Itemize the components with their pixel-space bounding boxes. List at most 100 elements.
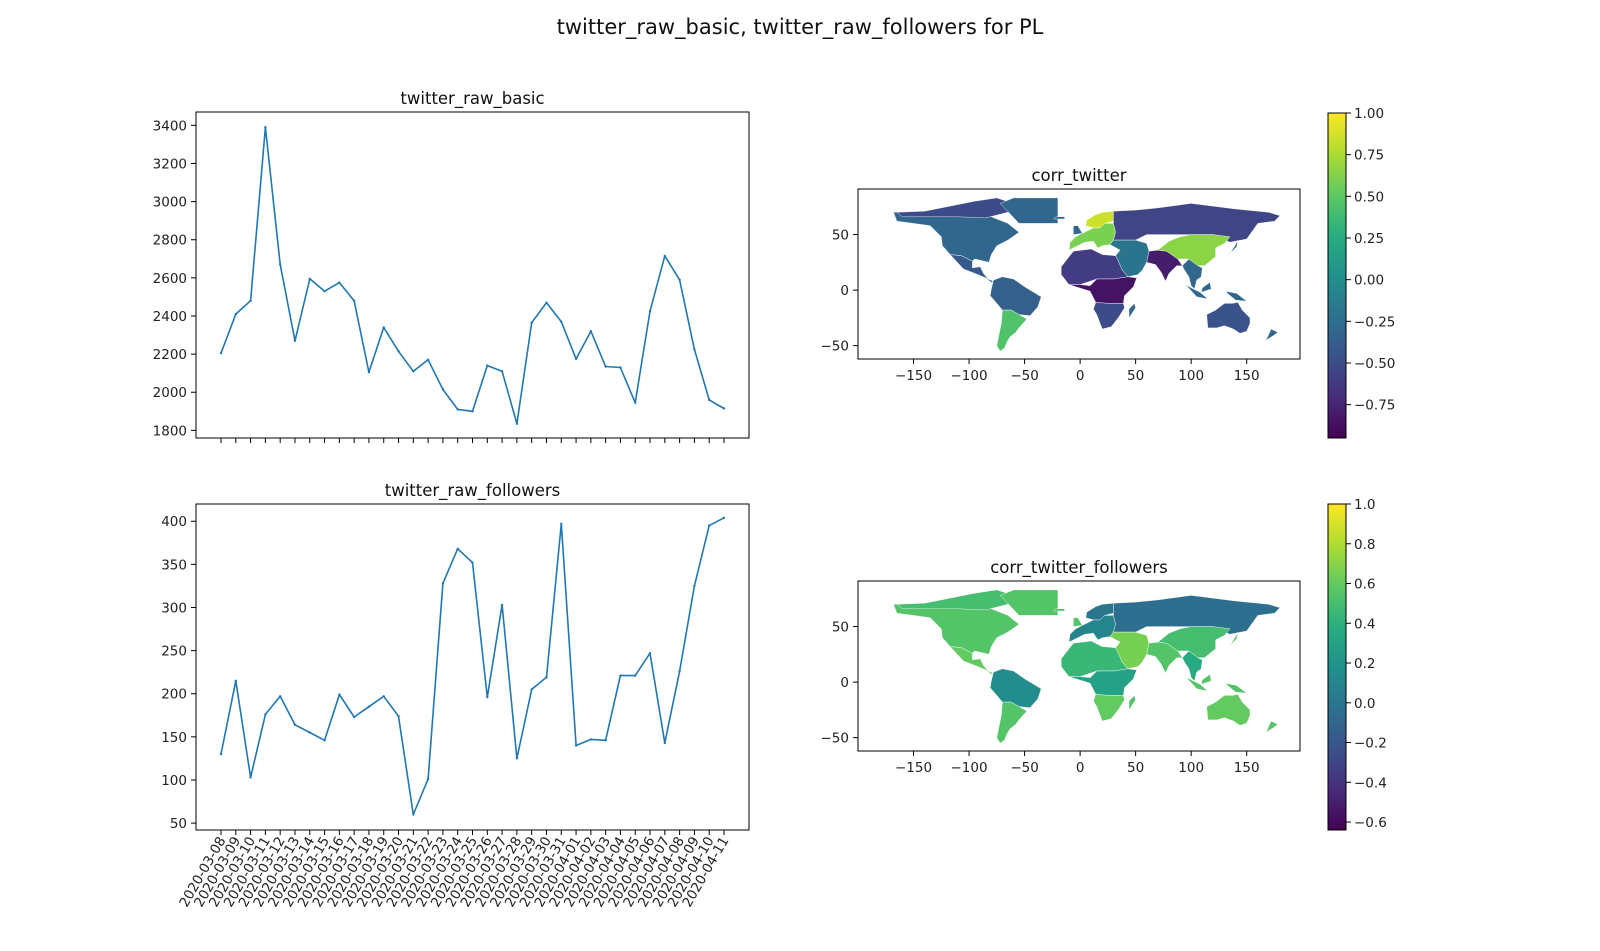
data-point (574, 357, 578, 361)
map-region (949, 646, 994, 675)
y-tick-label: 3000 (153, 195, 187, 211)
map-island (1224, 632, 1238, 648)
y-tick-label: 50 (832, 620, 849, 636)
figure-suptitle: twitter_raw_basic, twitter_raw_followers… (557, 15, 1044, 40)
y-tick-label: 350 (161, 557, 187, 573)
colorbar-tick-label: −0.6 (1354, 815, 1387, 831)
data-point (545, 676, 548, 679)
y-tick-label: 300 (161, 600, 187, 616)
colorbar-tick-label: 0.4 (1354, 616, 1375, 632)
colorbar-tick-label: 1.0 (1354, 497, 1375, 513)
data-point (634, 401, 637, 404)
x-tick-label: 150 (1234, 760, 1260, 776)
data-point (515, 422, 519, 425)
data-point (338, 281, 341, 284)
colorbar-tick-label: 0.8 (1354, 537, 1375, 553)
y-tick-label: 400 (161, 514, 187, 530)
map-region (1113, 203, 1281, 243)
map-island (1225, 290, 1248, 302)
data-point (500, 603, 504, 607)
map-island (1264, 720, 1279, 734)
y-tick-label: 50 (832, 228, 849, 244)
data-point (560, 522, 563, 526)
map-region (1157, 626, 1231, 658)
colorbar-tick-label: 0.75 (1354, 148, 1384, 164)
colorbar-gradient (1327, 112, 1347, 439)
x-tick-label: 150 (1234, 368, 1260, 384)
map-title: corr_twitter (1031, 166, 1126, 186)
colorbar: 1.00 0.75 0.50 0.25 0.00 −0.25 −0.50 −0.75 (1327, 106, 1395, 439)
data-point (515, 757, 519, 760)
map-island (1128, 695, 1136, 711)
data-point (397, 350, 400, 353)
y-tick-label: −50 (821, 339, 850, 355)
data-point (678, 278, 681, 281)
data-point (352, 299, 356, 302)
y-tick-label: 50 (170, 816, 187, 832)
data-point (278, 263, 282, 266)
data-point (367, 705, 371, 708)
map-island (1264, 328, 1279, 342)
y-tick-label: 100 (161, 773, 187, 789)
data-point (589, 738, 593, 741)
y-tick-label: 3400 (153, 118, 187, 134)
map-island (999, 589, 1059, 616)
data-point (219, 351, 223, 355)
data-point (293, 723, 297, 726)
colorbar-tick-label: 1.00 (1354, 106, 1384, 122)
map-island (999, 197, 1059, 224)
x-tick-label: −50 (1010, 368, 1039, 384)
colorbar-tick-label: −0.50 (1354, 356, 1395, 372)
data-point (663, 741, 667, 745)
data-point (574, 744, 578, 747)
data-point (663, 254, 667, 258)
data-point (249, 776, 252, 779)
colorbar-tick-label: 0.0 (1354, 696, 1375, 712)
data-point (441, 388, 445, 391)
y-tick-label: −50 (821, 731, 850, 747)
map-region (1093, 302, 1125, 330)
data-point (382, 695, 385, 698)
map-chart-1: corr_twitter −150 −100 −50 0 50 100 150 −50 0 50 1.… (821, 106, 1395, 439)
data-point (323, 290, 326, 293)
data-point (486, 364, 489, 367)
data-point (426, 777, 430, 781)
map-island (1224, 240, 1238, 256)
data-point (648, 652, 652, 655)
data-point (604, 739, 607, 742)
data-point (604, 365, 607, 368)
map-region (896, 589, 1014, 611)
x-tick-label: −100 (951, 760, 988, 776)
data-point (323, 739, 326, 742)
data-point (278, 695, 282, 698)
line-chart-2: twitter_raw_followers 50 100 150 200 250 300 35… (161, 481, 750, 910)
map-region (1182, 650, 1203, 682)
y-tick-label: 250 (161, 644, 187, 660)
x-tick-label: 100 (1178, 760, 1204, 776)
data-point (249, 299, 252, 302)
data-point (545, 301, 548, 304)
data-point (708, 398, 711, 402)
x-tick-label: 0 (1076, 368, 1085, 384)
map-region (996, 701, 1028, 744)
colorbar-tick-label: 0.2 (1354, 656, 1375, 672)
map-island (1225, 682, 1248, 694)
data-point (412, 813, 415, 816)
data-point (486, 695, 489, 699)
data-point (456, 547, 459, 551)
x-tick-label: 50 (1127, 760, 1144, 776)
plot-frame (195, 111, 750, 439)
data-point (678, 670, 681, 673)
map-region (989, 276, 1042, 316)
map-title: corr_twitter_followers (990, 558, 1168, 578)
plot-frame (195, 503, 750, 831)
x-tick-label: −100 (951, 368, 988, 384)
y-tick-label: 2200 (153, 347, 187, 363)
data-point (619, 366, 622, 369)
y-tick-label: 3200 (153, 156, 187, 172)
map-region (893, 601, 1020, 655)
map-region (1093, 694, 1125, 722)
map-island (1053, 216, 1065, 220)
colorbar-tick-label: 0.00 (1354, 273, 1384, 289)
